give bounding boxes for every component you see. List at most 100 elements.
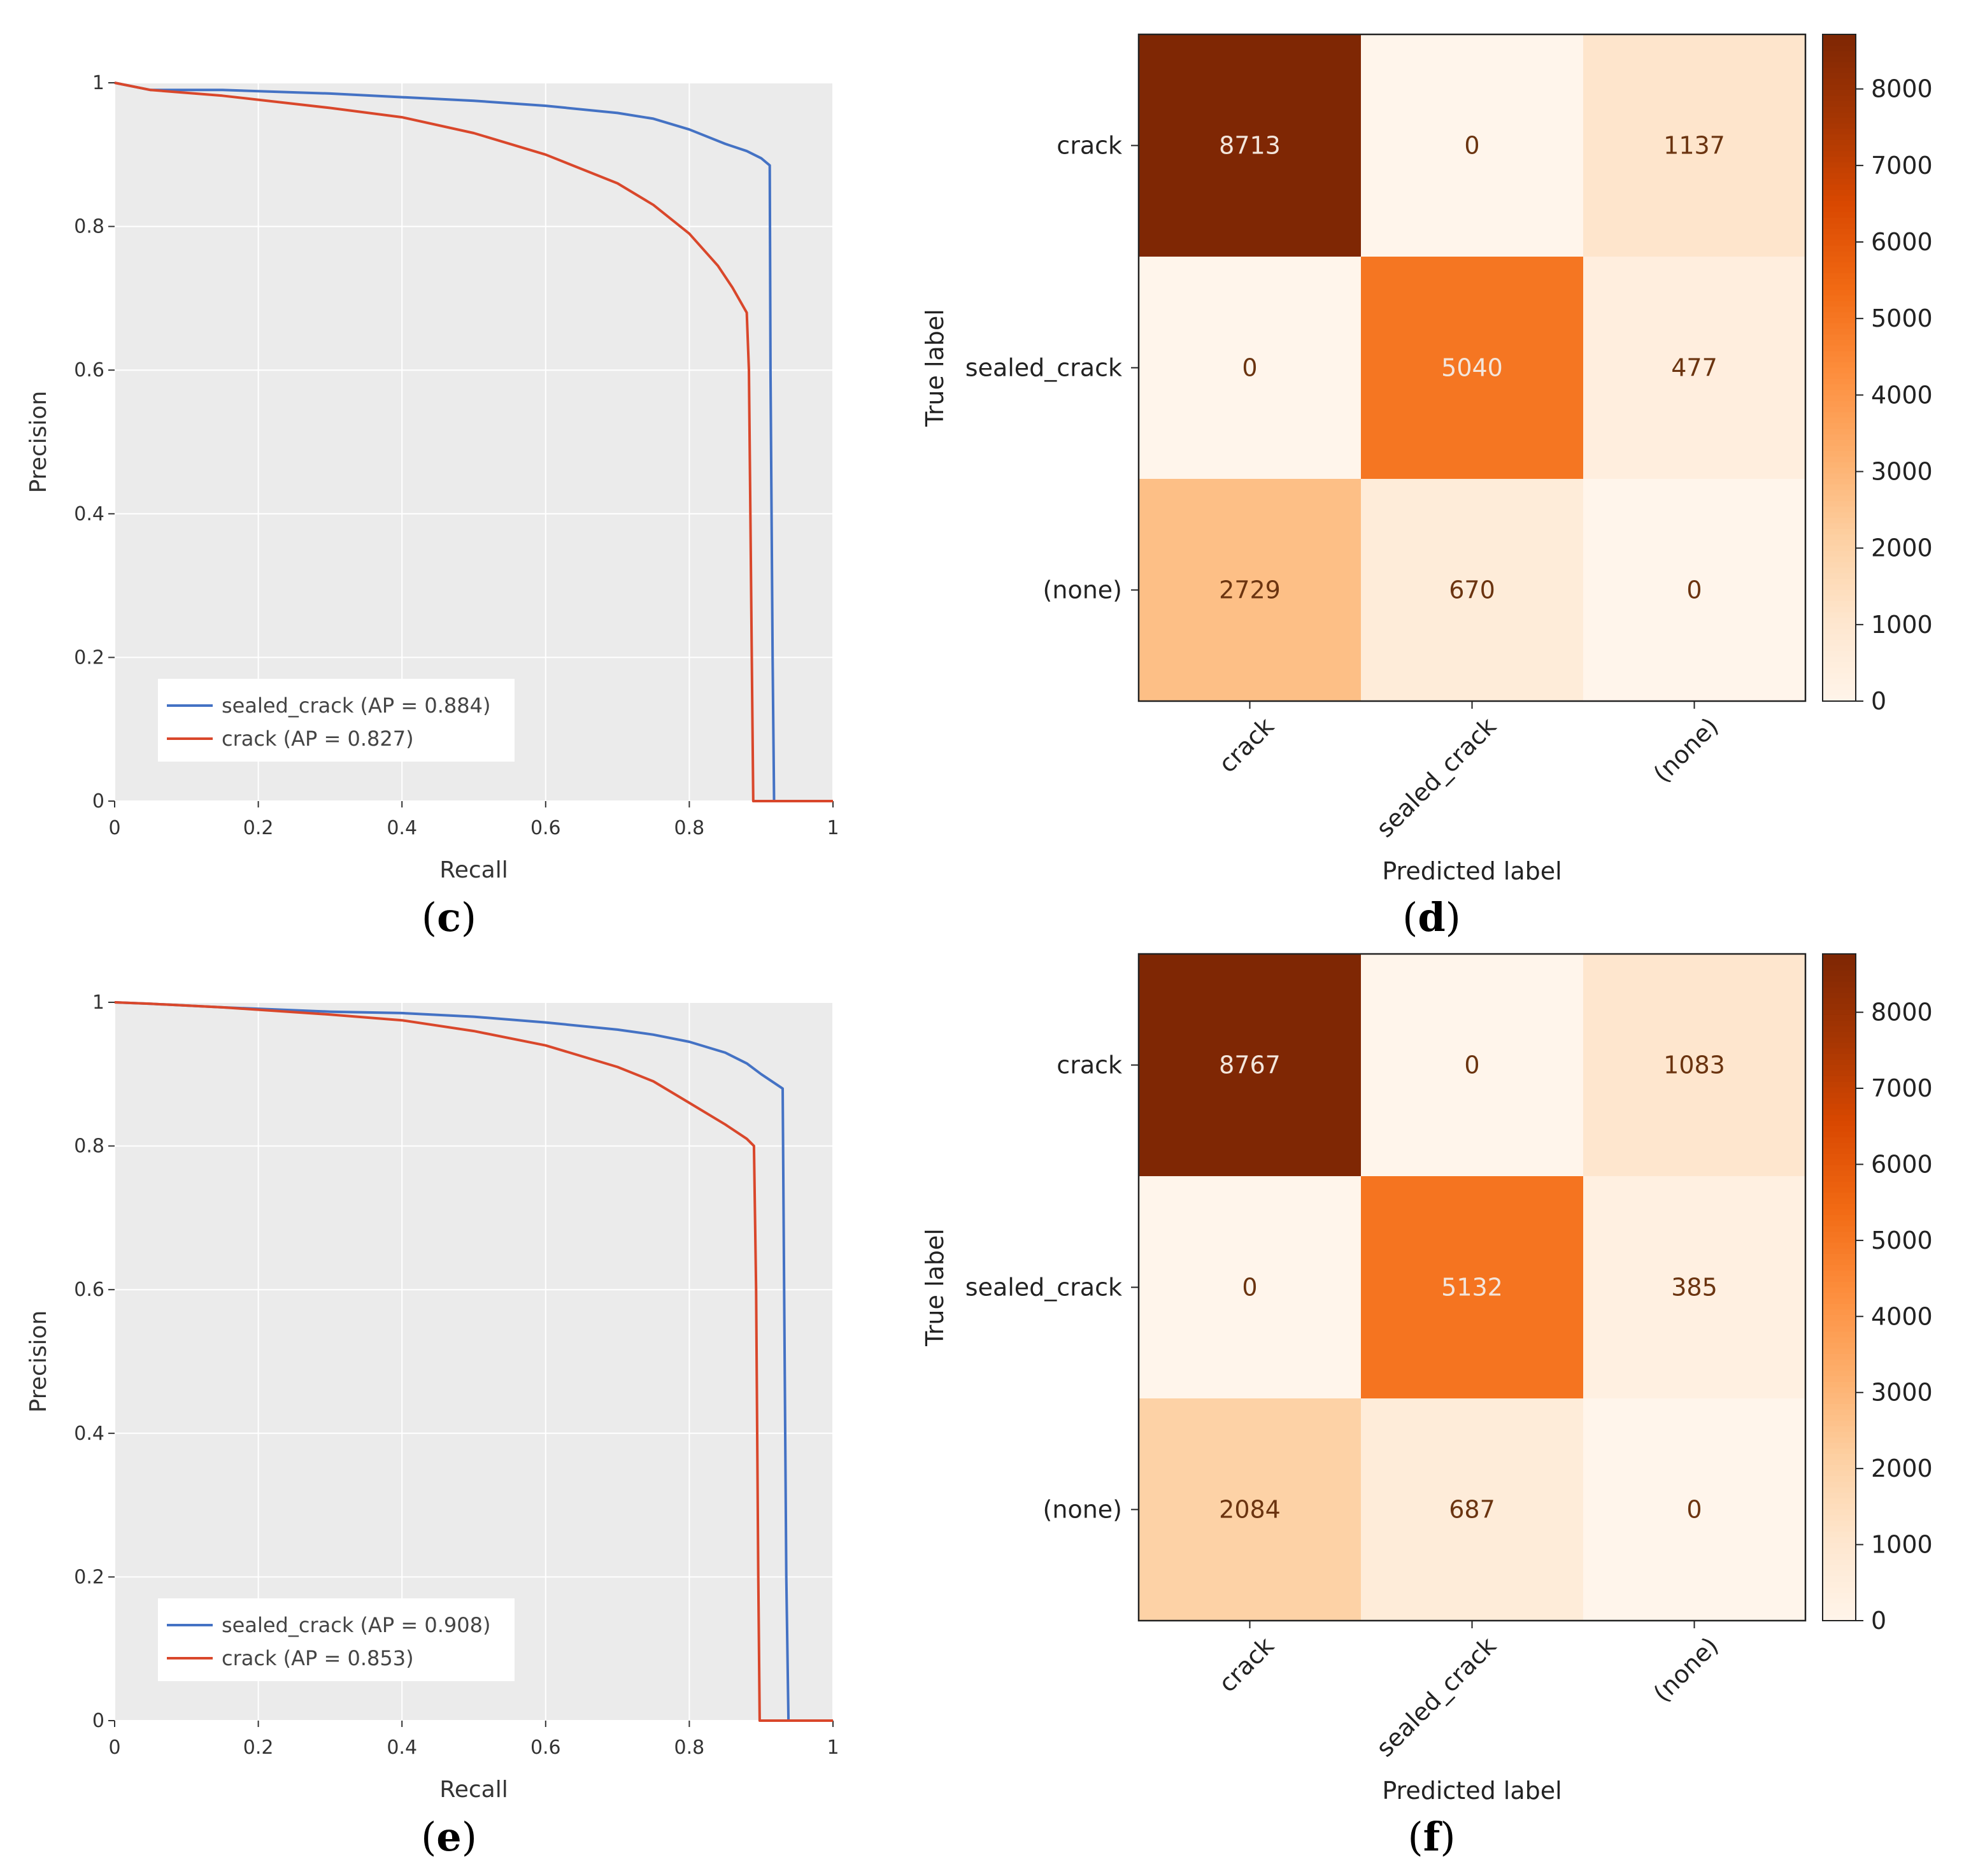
colorbar-segment — [1823, 1148, 1856, 1155]
x-axis-label: Recall — [439, 1777, 508, 1803]
colorbar-segment — [1823, 451, 1856, 458]
colorbar-segment — [1823, 1181, 1856, 1188]
y-tick-label: 0.8 — [74, 216, 104, 238]
colorbar-segment — [1823, 618, 1856, 624]
colorbar-tick-label: 3000 — [1871, 458, 1933, 486]
colorbar-segment — [1823, 257, 1856, 263]
colorbar-segment — [1823, 987, 1856, 994]
y-tick-label: 0.4 — [74, 503, 104, 525]
colorbar-segment — [1823, 1609, 1856, 1616]
colorbar-segment — [1823, 1154, 1856, 1160]
legend-entry-1: crack (AP = 0.853) — [222, 1646, 414, 1670]
x-tick-label: 0 — [108, 817, 120, 839]
colorbar-segment — [1823, 562, 1856, 569]
panel-caption-f: (f) — [1407, 1814, 1455, 1860]
colorbar-tick-label: 4000 — [1871, 1302, 1933, 1330]
y-tick-label: 0.2 — [74, 646, 104, 669]
colorbar-segment — [1823, 334, 1856, 341]
colorbar-segment — [1823, 965, 1856, 972]
series-line-1 — [114, 1001, 833, 1722]
colorbar-tick-label: 8000 — [1871, 998, 1933, 1027]
colorbar-segment — [1823, 1137, 1856, 1144]
colorbar-segment — [1823, 278, 1856, 285]
colorbar-segment — [1823, 473, 1856, 480]
colorbar-segment — [1823, 579, 1856, 585]
colorbar-segment — [1823, 1237, 1856, 1244]
colorbar-segment — [1823, 667, 1856, 674]
colorbar-segment — [1823, 234, 1856, 241]
x-axis-label: Predicted label — [1382, 1777, 1562, 1805]
colorbar-segment — [1823, 954, 1856, 960]
colorbar-segment — [1823, 651, 1856, 658]
colorbar-segment — [1823, 959, 1856, 966]
x-tick-label: 0.4 — [387, 817, 417, 839]
colorbar-segment — [1823, 1204, 1856, 1211]
matrix-cell — [1583, 1398, 1806, 1621]
cell-value: 0 — [1464, 1051, 1479, 1079]
colorbar-tick-label: 7000 — [1871, 1074, 1933, 1102]
colorbar-segment — [1823, 45, 1856, 52]
colorbar-segment — [1823, 1287, 1856, 1294]
colorbar-segment — [1823, 90, 1856, 96]
colorbar-segment — [1823, 679, 1856, 685]
colorbar-segment — [1823, 56, 1856, 63]
panel-caption-d: (d) — [1402, 894, 1461, 941]
cell-value: 8767 — [1219, 1051, 1281, 1079]
colorbar-segment — [1823, 623, 1856, 630]
colorbar-segment — [1823, 1215, 1856, 1221]
colorbar-segment — [1823, 284, 1856, 291]
colorbar-tick-label: 2000 — [1871, 534, 1933, 562]
colorbar-segment — [1823, 590, 1856, 597]
colorbar-segment — [1823, 1365, 1856, 1372]
colorbar-segment — [1823, 506, 1856, 513]
caption-letter: e — [436, 1814, 461, 1860]
colorbar-segment — [1823, 1493, 1856, 1500]
colorbar-segment — [1823, 1481, 1856, 1488]
series-line-1 — [114, 82, 833, 802]
colorbar-tick-label: 6000 — [1871, 1150, 1933, 1178]
y-tick-label: 0.8 — [74, 1135, 104, 1158]
x-tick-label: 0 — [108, 1737, 120, 1759]
column-label: crack — [1213, 712, 1279, 778]
colorbar-segment — [1823, 512, 1856, 519]
column-label: crack — [1213, 1631, 1279, 1698]
colorbar-segment — [1823, 1020, 1856, 1027]
colorbar-segment — [1823, 390, 1856, 397]
matrix-cell — [1139, 1176, 1362, 1399]
colorbar-segment — [1823, 1426, 1856, 1433]
colorbar-segment — [1823, 518, 1856, 524]
colorbar-segment — [1823, 1315, 1856, 1321]
colorbar-segment — [1823, 1459, 1856, 1466]
cell-value: 0 — [1242, 354, 1257, 382]
colorbar-segment — [1823, 1381, 1856, 1388]
colorbar-segment — [1823, 1120, 1856, 1127]
colorbar-segment — [1823, 657, 1856, 663]
colorbar-segment — [1823, 1332, 1856, 1339]
matrix-cell — [1583, 34, 1806, 257]
colorbar-segment — [1823, 1265, 1856, 1272]
y-tick-label: 0 — [92, 790, 104, 813]
colorbar-segment — [1823, 117, 1856, 124]
colorbar-segment — [1823, 584, 1856, 591]
colorbar-segment — [1823, 1187, 1856, 1194]
colorbar-segment — [1823, 1342, 1856, 1349]
panel-caption-c: (c) — [422, 894, 476, 941]
colorbar-segment — [1823, 1448, 1856, 1455]
confusion-matrix-f: 8767 0 1083 0 5132 385 2084 687 0 crack crack seale… — [921, 953, 1933, 1805]
colorbar-segment — [1823, 998, 1856, 1005]
y-axis-label: True label — [921, 309, 949, 427]
legend-box — [158, 679, 515, 762]
colorbar-segment — [1823, 1398, 1856, 1405]
colorbar-segment — [1823, 1298, 1856, 1305]
colorbar-frame — [1822, 34, 1856, 702]
colorbar-segment — [1823, 1487, 1856, 1494]
colorbar-segment — [1823, 1432, 1856, 1439]
matrix-cell — [1361, 479, 1584, 702]
colorbar-segment — [1823, 1232, 1856, 1238]
row-label: (none) — [1043, 576, 1122, 604]
cell-value: 385 — [1671, 1274, 1718, 1302]
cell-value: 0 — [1686, 576, 1702, 604]
y-axis-label: Precision — [25, 1311, 52, 1413]
colorbar-segment — [1823, 1498, 1856, 1505]
cell-value: 8713 — [1219, 132, 1281, 160]
